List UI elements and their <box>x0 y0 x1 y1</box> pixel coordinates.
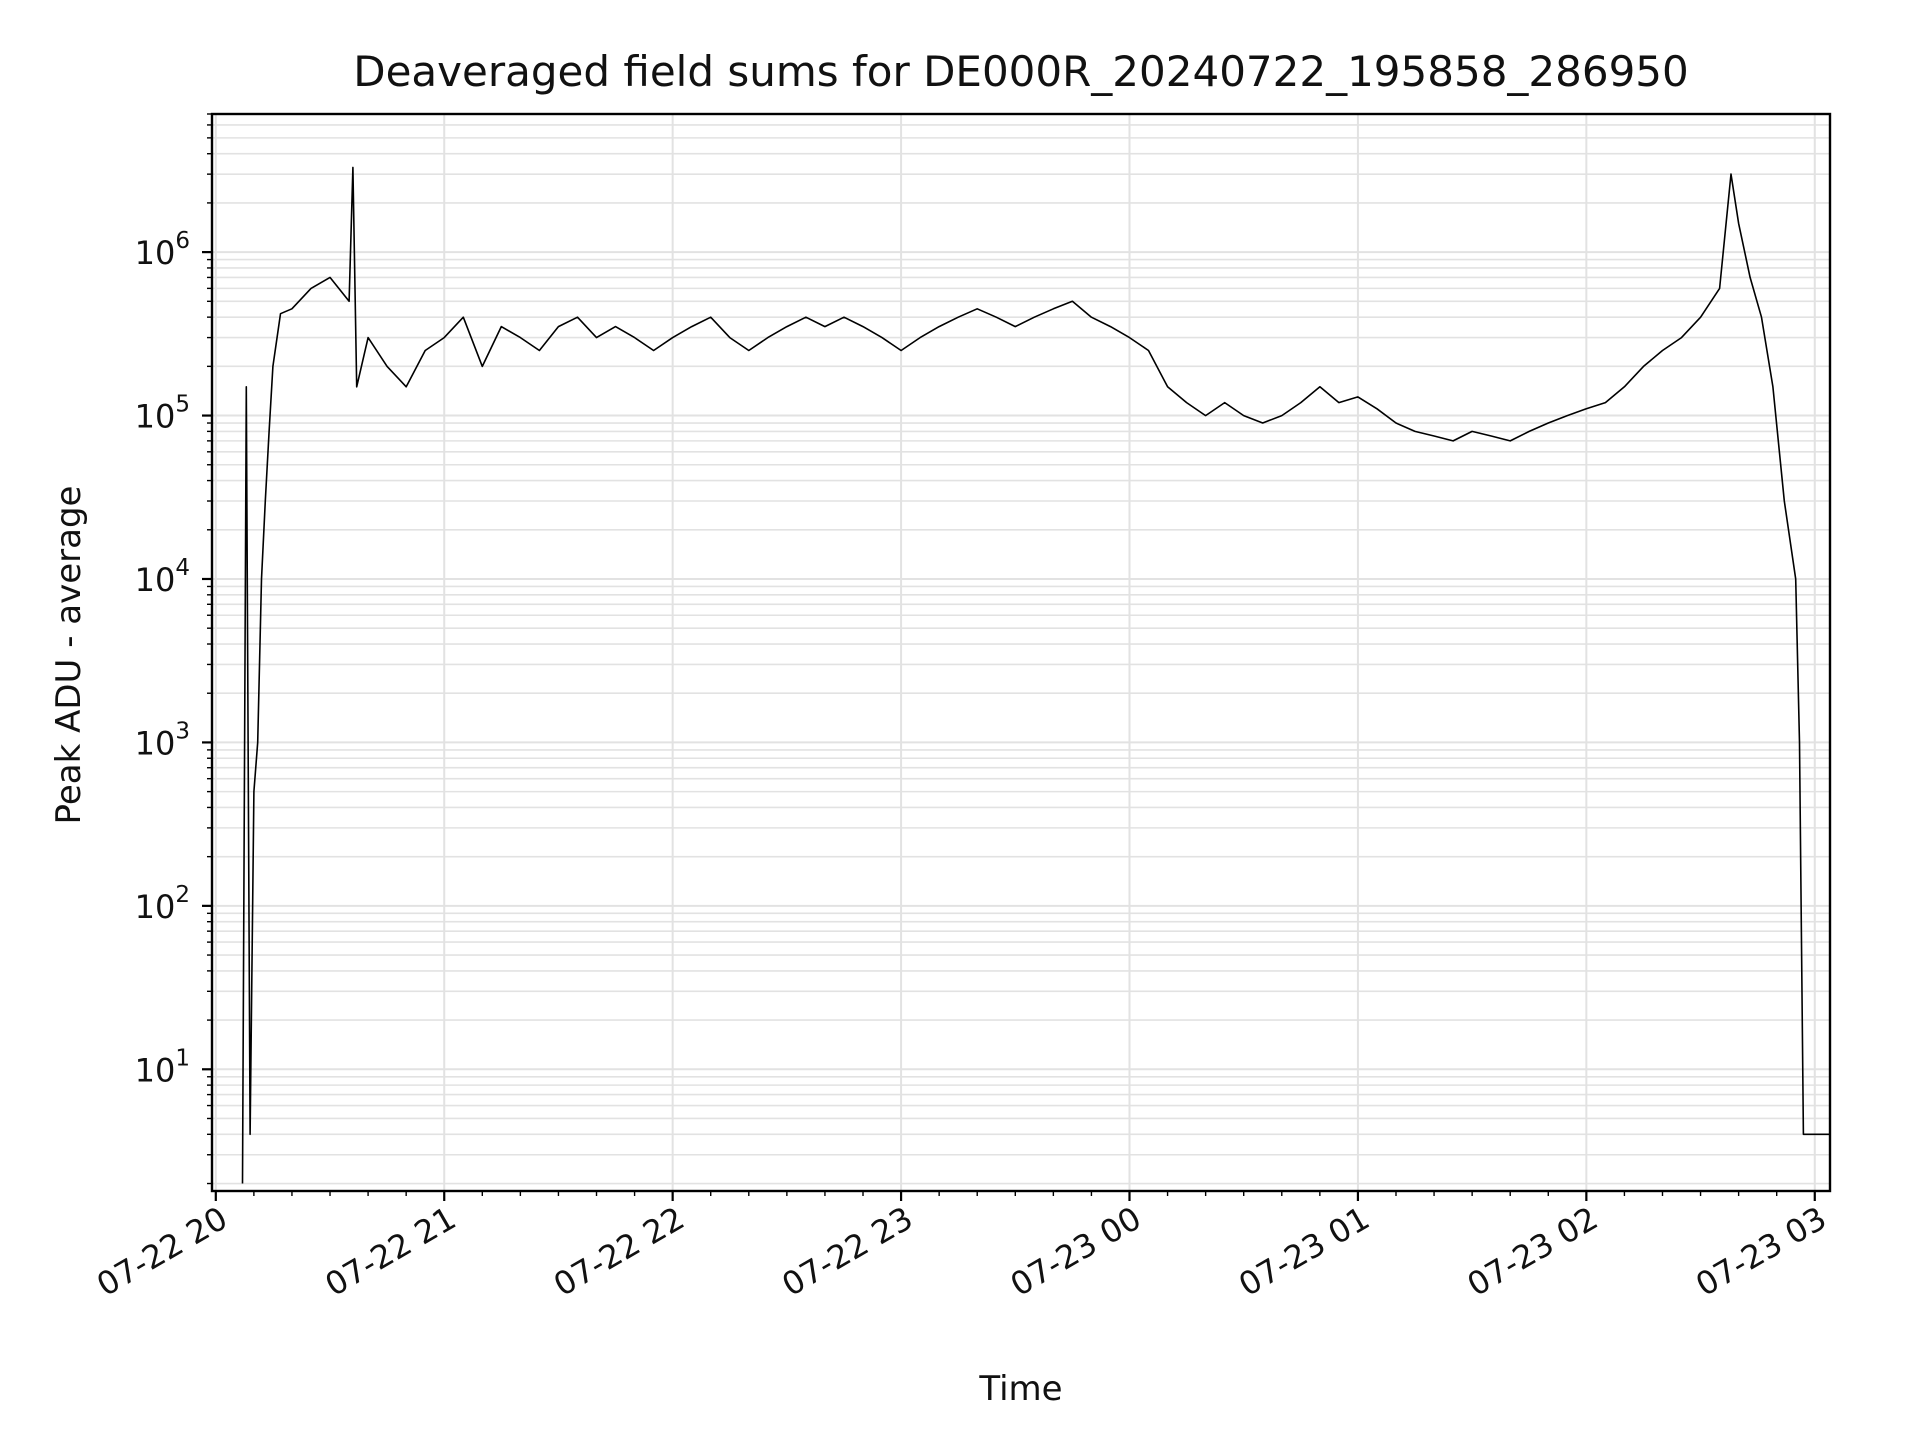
y-tick-label: 101 <box>135 1045 190 1089</box>
chart-title: Deaveraged field sums for DE000R_2024072… <box>353 47 1689 96</box>
x-axis-label: Time <box>978 1369 1062 1409</box>
series-line-0 <box>241 166 1830 1184</box>
y-tick-label: 105 <box>135 392 190 436</box>
plot-frame <box>210 112 1832 1193</box>
major-gridlines <box>212 114 1830 1191</box>
y-tick-label: 104 <box>135 555 190 599</box>
y-axis-label: Peak ADU - average <box>49 486 89 825</box>
y-tick-label: 102 <box>135 882 190 926</box>
y-axis-ticks: 101 102 103 104 105 106 <box>135 113 212 1185</box>
y-tick-label: 103 <box>135 718 190 762</box>
minor-gridlines <box>212 113 1830 1185</box>
series-layer <box>241 166 1830 1184</box>
y-tick-label: 106 <box>135 228 190 272</box>
